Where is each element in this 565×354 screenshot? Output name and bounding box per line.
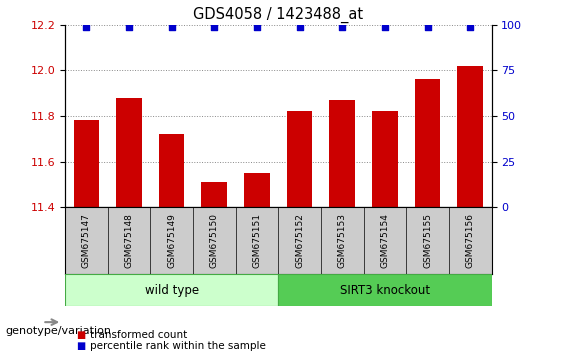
Point (423, 24, 432, 30)
Bar (372, 112, 398, 207)
Text: GSM675152: GSM675152 (295, 213, 304, 268)
Text: wild type: wild type (145, 284, 199, 297)
Text: percentile rank within the sample: percentile rank within the sample (90, 341, 266, 351)
Point (124, 24, 133, 30)
Point (210, 24, 219, 30)
Text: ■: ■ (76, 341, 85, 351)
Point (167, 24, 176, 30)
Bar (279, 274, 492, 306)
Point (338, 24, 347, 30)
Point (253, 24, 262, 30)
Text: GSM675156: GSM675156 (466, 213, 475, 268)
Bar (202, 182, 227, 207)
Text: GSM675153: GSM675153 (338, 213, 347, 268)
Text: genotype/variation: genotype/variation (6, 326, 112, 336)
Text: GSM675149: GSM675149 (167, 213, 176, 268)
Point (466, 24, 475, 30)
Bar (329, 100, 355, 207)
Bar (73, 120, 99, 207)
Text: GSM675148: GSM675148 (124, 213, 133, 268)
Bar (287, 112, 312, 207)
Text: GSM675147: GSM675147 (82, 213, 91, 268)
Bar (159, 134, 184, 207)
Text: SIRT3 knockout: SIRT3 knockout (340, 284, 430, 297)
Bar (244, 173, 270, 207)
Text: GSM675150: GSM675150 (210, 213, 219, 268)
Text: ■: ■ (76, 330, 85, 339)
Bar (65, 274, 278, 306)
Text: transformed count: transformed count (90, 330, 188, 339)
Point (380, 24, 389, 30)
Bar (415, 79, 440, 207)
Text: GSM675154: GSM675154 (380, 213, 389, 268)
Text: GSM675151: GSM675151 (253, 213, 262, 268)
Point (82, 24, 91, 30)
Bar (116, 98, 142, 207)
Point (295, 24, 304, 30)
Bar (458, 66, 483, 207)
Title: GDS4058 / 1423488_at: GDS4058 / 1423488_at (193, 7, 363, 23)
Text: GSM675155: GSM675155 (423, 213, 432, 268)
